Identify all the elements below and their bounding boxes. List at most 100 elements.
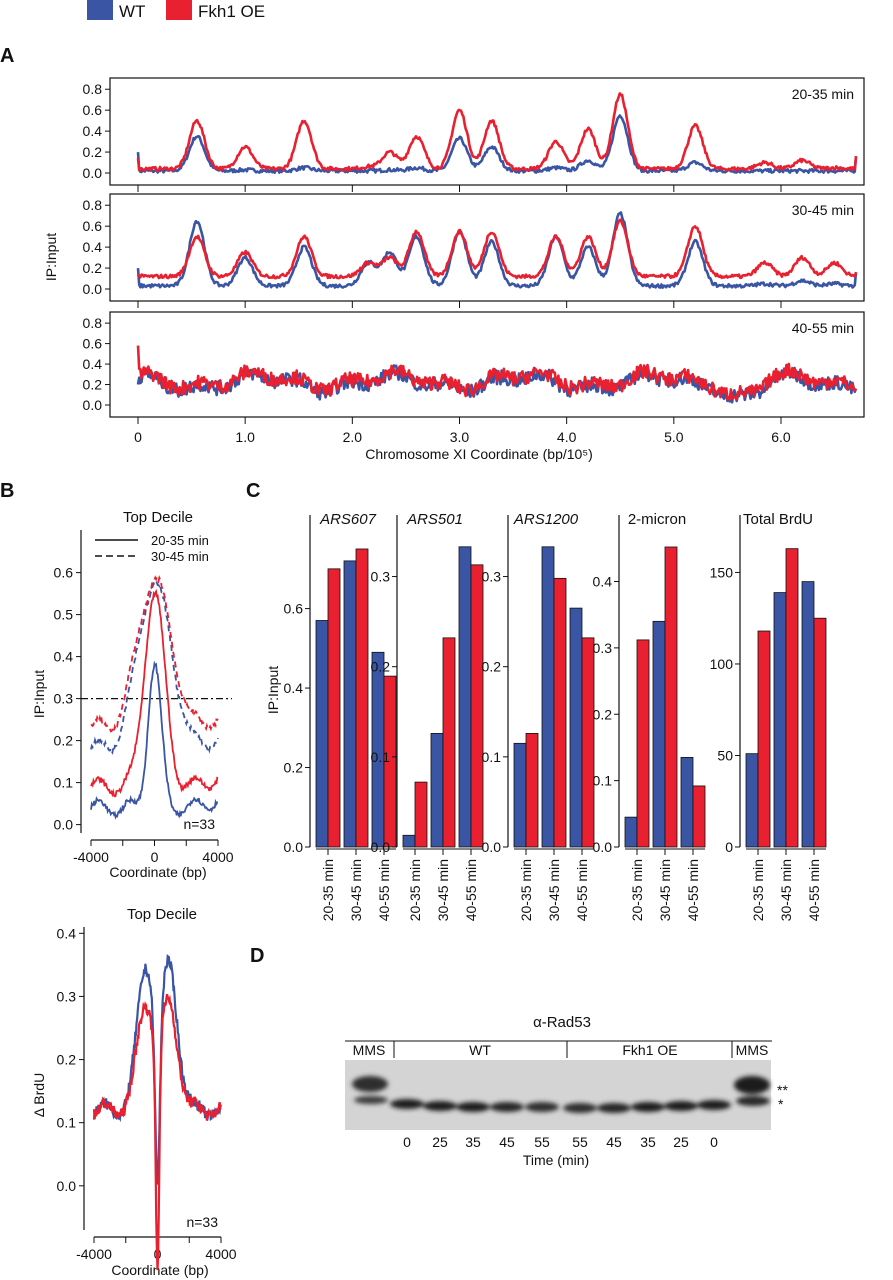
panel-c-chart: IP:Input 0.0 0.2 0.4 0.6 20-35 min 30-45 min 4… [265,511,827,921]
panel-b-top-ylabel: IP:Input [31,670,47,718]
bar-fkh1-oe-20-35-min [327,568,341,848]
blot-lane-label: 55 [572,1134,588,1150]
bar-wt-40-55-min [458,546,472,848]
panel-a-chart: IP:Input Chromosome XI Coordinate (bp/10… [43,77,865,462]
panel-b-top-chart: Top Decile IP:Input Coordinate (bp) n=33… [31,509,234,880]
legend-label-wt: WT [119,2,145,21]
y-tick-label: 0.3 [593,640,613,656]
blot-band [390,1099,424,1109]
series-line-fkh1-oe [136,218,858,280]
y-tick-label: 0.6 [83,102,103,118]
series-line-fkh1-oe-20-35-min [90,588,219,798]
blot-band [456,1102,490,1112]
y-tick-label: 0.2 [482,659,502,675]
panel-c-ylabel: IP:Input [265,666,281,714]
blot-band [664,1101,698,1111]
bar-fkh1-oe-20-35-min [757,630,771,848]
x-tick-label: 20-35 min [320,859,336,921]
x-tick-label: 40-55 min [463,859,479,921]
series-line-wt [136,114,858,174]
panel-b-top-annotation: n=33 [183,816,215,832]
series-line-fkh1-oe [136,345,858,401]
y-tick-label: 0 [725,839,733,855]
x-tick-label: 30-45 min [348,859,364,921]
y-tick-label: 0.4 [57,925,77,941]
x-tick-label: 20-35 min [518,859,534,921]
blot-band [697,1100,731,1110]
bar-fkh1-oe-30-45-min [355,548,369,848]
bar-fkh1-oe-20-35-min [525,733,539,848]
blot-band [631,1102,665,1112]
x-tick-label: 30-45 min [778,859,794,921]
x-tick-label: 4000 [205,1246,236,1262]
blot-lane-label: 45 [499,1134,515,1150]
y-tick-label: 0.2 [54,733,74,749]
x-tick-label: 40-55 min [685,859,701,921]
panel-a-ylabel: IP:Input [43,233,59,281]
panel-b-top-title: Top Decile [123,509,193,526]
y-tick-label: 0.0 [83,397,103,413]
y-tick-label: 0.4 [593,574,613,590]
blot-lane-label: 0 [403,1134,411,1150]
y-tick-label: 0.1 [54,775,74,791]
y-tick-label: 0.2 [593,706,613,722]
blot-band-upper [352,1076,388,1092]
blot-lane-label: 0 [710,1134,718,1150]
panel-a-xlabel: Chromosome XI Coordinate (bp/10⁵) [365,446,593,462]
panel-b-bottom-xlabel: Coordinate (bp) [111,1262,208,1278]
panel-c-subplot-title: ARS501 [406,511,463,528]
blot-mark-star: * [778,1096,784,1112]
series-line-wt [136,211,858,289]
blot-title: α-Rad53 [533,1014,591,1031]
blot-bands [352,1076,770,1113]
y-tick-label: 0.6 [83,218,103,234]
blot-band [597,1103,631,1113]
bar-fkh1-oe-40-55-min [813,617,827,848]
bar-wt-30-45-min [773,592,787,848]
x-tick-label: 6.0 [771,429,791,445]
bar-fkh1-oe-30-45-min [442,637,456,848]
y-tick-label: 0.1 [482,749,502,765]
panel-b-top-legend: 20-35 min 30-45 min [95,533,209,564]
blot-lane-labels: 0 25 35 45 55 55 45 35 25 0 [403,1134,718,1150]
panel-label-b: B [0,480,14,502]
panel-b-bottom-chart: Top Decile Δ BrdU Coordinate (bp) n=33 0… [31,906,237,1278]
blot-band [423,1101,457,1111]
panel-c-subplot-title: ARS1200 [513,511,579,528]
y-tick-label: 0.6 [284,601,304,617]
y-tick-label: 0.2 [371,659,391,675]
x-tick-label: -4000 [73,849,109,865]
bar-wt-30-45-min [430,733,444,848]
blot-membrane [345,1060,771,1130]
x-tick-label: 0 [151,849,159,865]
bar-wt-30-45-min [343,560,357,848]
y-tick-label: 0.0 [54,817,74,833]
blot-mark-double-star: ** [777,1082,788,1098]
blot-lane-label: 25 [673,1134,689,1150]
blot-band [525,1102,559,1112]
y-tick-label: 0.8 [83,81,103,97]
panel-d-blot: α-Rad53 MMS WT Fkh1 OE MMS [345,1014,788,1168]
blot-band [354,1096,388,1104]
x-tick-label: 30-45 min [435,859,451,921]
x-tick-label: 4.0 [557,429,577,445]
blot-lane-label: 35 [465,1134,481,1150]
bar-fkh1-oe-20-35-min [414,781,428,848]
panel-c-subplot-title: ARS607 [319,511,377,528]
bar-wt-30-45-min [652,620,666,848]
bar-wt-30-45-min [541,546,555,848]
y-tick-label: 0.1 [593,773,613,789]
panel-c-subplot-title: Total BrdU [743,511,813,528]
blot-lane-label: 35 [640,1134,656,1150]
blot-group-fkh1: Fkh1 OE [622,1042,677,1058]
bar-fkh1-oe-40-55-min [383,675,397,848]
panel-b-bottom-title: Top Decile [127,906,197,923]
series-line-wt [92,953,223,1185]
bar-fkh1-oe-30-45-min [553,577,567,848]
x-tick-label: 40-55 min [574,859,590,921]
y-tick-label: 0.5 [54,607,74,623]
y-tick-label: 0.4 [284,680,304,696]
legend-label-fkh1: Fkh1 OE [198,2,265,21]
series-line-fkh1-oe-30-45-min [90,574,219,733]
x-tick-label: 40-55 min [376,859,392,921]
